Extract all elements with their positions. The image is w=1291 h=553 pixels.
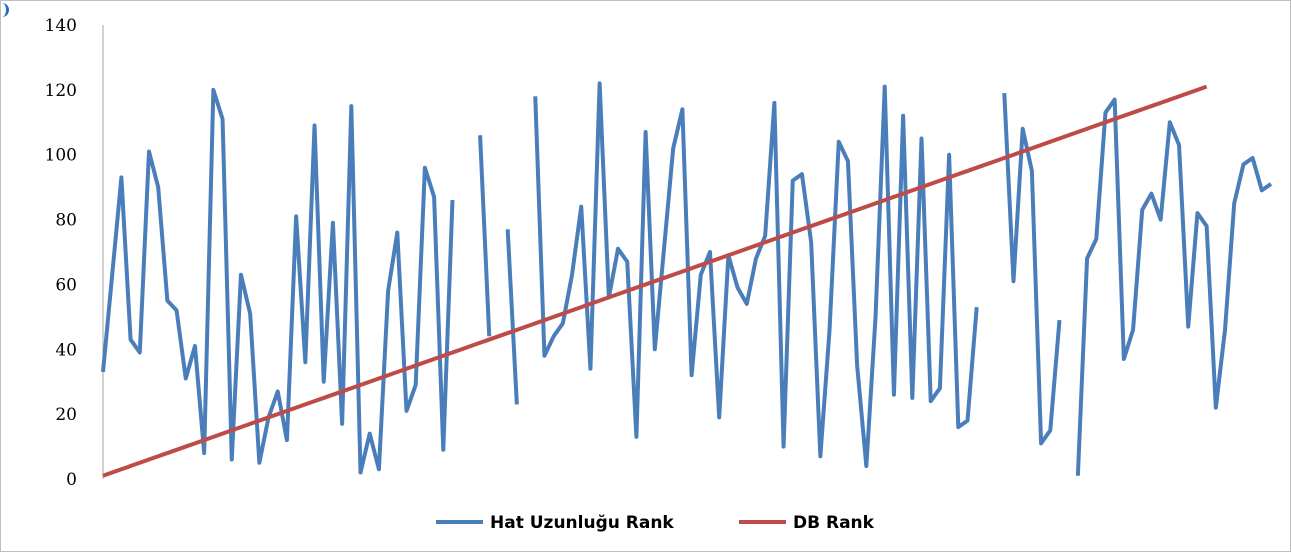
y-tick-label: 0 [66, 470, 77, 490]
y-tick-label: 40 [55, 340, 77, 360]
y-tick-label: 80 [55, 211, 77, 231]
legend-label-db-rank: DB Rank [793, 513, 875, 533]
series-line-db-rank [102, 84, 1208, 478]
series-layer [101, 81, 1273, 478]
y-tick-label: 100 [45, 146, 77, 166]
legend-label-hat-uzunlugu: Hat Uzunluğu Rank [490, 513, 674, 533]
y-tick-label: 140 [45, 16, 77, 36]
y-tick-label: 120 [45, 81, 77, 101]
y-tick-label: 60 [55, 275, 77, 295]
y-tick-label: 20 [55, 405, 77, 425]
legend: Hat Uzunluğu Rank DB Rank [436, 513, 875, 533]
series-line-hat-uzunlugu-rank [101, 81, 1273, 476]
corner-mark [1, 3, 9, 17]
axis-layer: 0 20 40 60 80 100 120 140 [45, 16, 104, 490]
